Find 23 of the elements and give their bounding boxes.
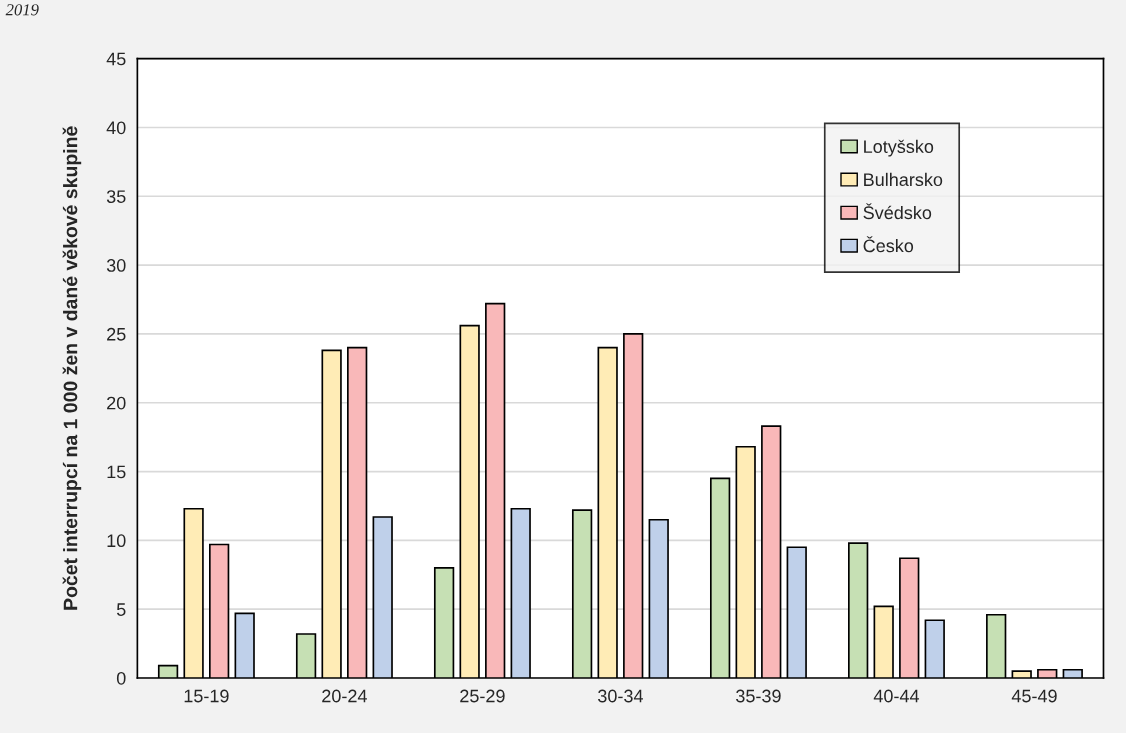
y-tick-label: 10 — [107, 534, 126, 548]
x-tick-label: 30-34 — [598, 689, 643, 703]
y-tick-label: 15 — [107, 465, 126, 479]
legend-label: Lotyšsko — [864, 139, 934, 157]
chart-title: 2019 — [5, 4, 39, 16]
x-tick-label: 35-39 — [736, 689, 781, 703]
x-tick-label: 45-49 — [1011, 689, 1057, 703]
y-axis-title: Počet interrupcí na 1 000 žen v dané věkové skupině — [62, 126, 82, 610]
legend-label: Bulharsko — [864, 172, 943, 187]
x-tick-label: 40-44 — [873, 689, 920, 703]
y-tick-label: 5 — [116, 603, 126, 616]
y-tick-label: 25 — [107, 327, 126, 341]
y-tick-label: 35 — [106, 190, 126, 203]
y-tick-label: 45 — [106, 52, 126, 66]
x-tick-label: 20-24 — [322, 689, 367, 703]
x-tick-label: 25-29 — [460, 689, 505, 703]
y-tick-label: 30 — [106, 259, 126, 272]
y-tick-label: 40 — [106, 121, 126, 135]
legend-label: Česko — [863, 236, 914, 253]
legend-label: Švédsko — [863, 203, 932, 220]
x-tick-label: 15-19 — [184, 689, 229, 703]
y-tick-label: 20 — [107, 396, 126, 410]
y-tick-label: 0 — [116, 671, 126, 685]
